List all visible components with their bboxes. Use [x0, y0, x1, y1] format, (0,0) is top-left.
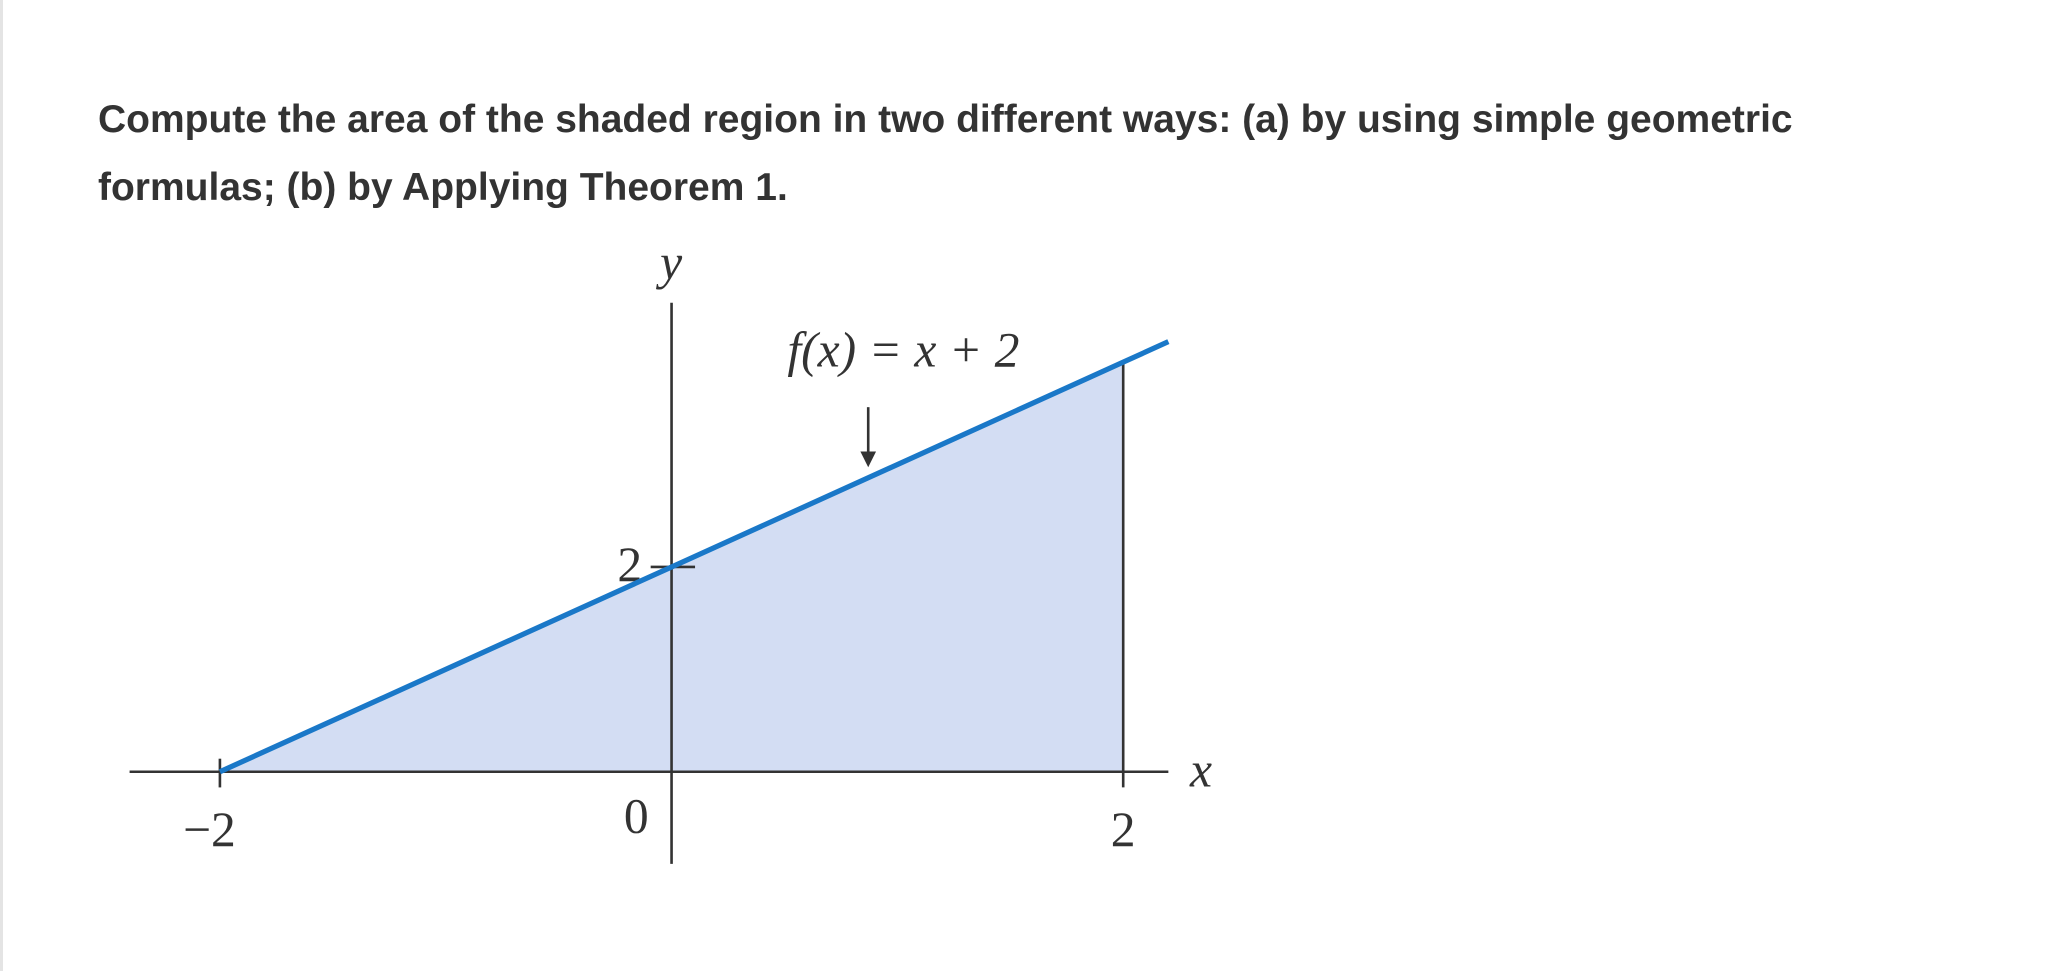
function-line	[218, 339, 1170, 775]
x-axis-label: x	[1189, 743, 1212, 798]
x-tick-label: −2	[183, 802, 236, 857]
function-label: f(x) = x + 2	[787, 322, 1019, 377]
x-tick-label: 0	[624, 789, 649, 844]
arrow-head	[860, 451, 877, 468]
y-axis-label: y	[655, 235, 683, 290]
question-text: Compute the area of the shaded region in…	[98, 98, 1793, 209]
figure: y x f(x) = x + 2 −2 0 22	[129, 235, 1212, 864]
plot: y x f(x) = x + 2 −2 0 22	[129, 235, 1212, 864]
x-tick-label: 2	[1111, 802, 1136, 857]
